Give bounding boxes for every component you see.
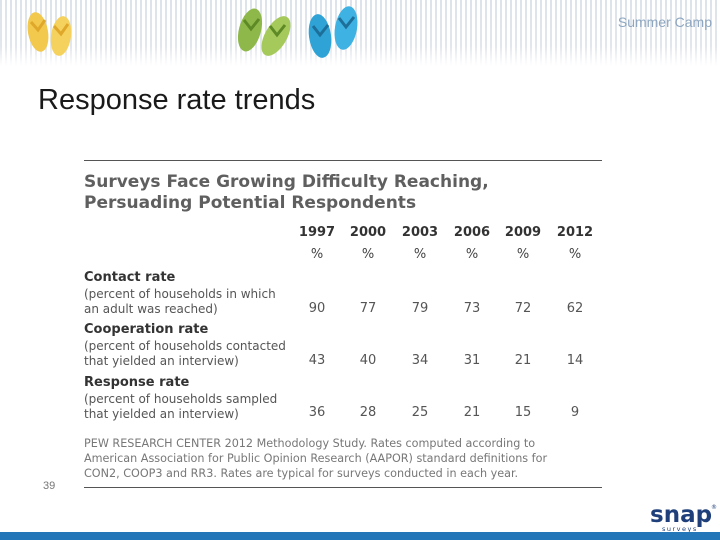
unit-label: % — [361, 247, 375, 262]
row-desc-line: that yielded an interview) — [84, 354, 239, 368]
table-cell: 34 — [411, 353, 429, 368]
table-cell: 21 — [463, 405, 481, 420]
table-cell: 62 — [566, 301, 584, 316]
figure-title-line1: Surveys Face Growing Difficulty Reaching… — [84, 172, 489, 192]
table-cell: 79 — [411, 301, 429, 316]
source-note: PEW RESEARCH CENTER 2012 Methodology Stu… — [84, 436, 602, 481]
row-label-response-rate: Response rate — [84, 375, 190, 390]
table-cell: 43 — [308, 353, 326, 368]
table-cell: 31 — [463, 353, 481, 368]
yellow-flipflops-icon — [27, 12, 72, 56]
table-cell: 25 — [411, 405, 429, 420]
unit-label: % — [413, 247, 427, 262]
table-cell: 9 — [570, 405, 580, 420]
row-desc-line: (percent of households contacted — [84, 339, 286, 353]
table-cell: 14 — [566, 353, 584, 368]
header-label: Summer Camp — [617, 14, 712, 30]
survey-table-figure: Surveys Face Growing Difficulty Reaching… — [84, 160, 602, 490]
row-desc-line: that yielded an interview) — [84, 407, 239, 421]
row-desc-line: (percent of households in which — [84, 287, 276, 301]
table-cell: 15 — [514, 405, 532, 420]
row-desc-contact-rate: (percent of households in which an adult… — [84, 287, 294, 317]
top-rule — [84, 160, 602, 161]
year-header: 2009 — [504, 225, 542, 240]
logo-sub: surveys — [662, 525, 698, 532]
year-header: 2006 — [453, 225, 491, 240]
figure-title: Surveys Face Growing Difficulty Reaching… — [84, 172, 489, 214]
row-label-contact-rate: Contact rate — [84, 270, 176, 285]
snap-surveys-logo: snap ® surveys — [650, 502, 717, 532]
footer-bar — [0, 532, 720, 540]
blue-flipflops-icon — [308, 6, 358, 58]
year-header: 2000 — [349, 225, 387, 240]
table-cell: 72 — [514, 301, 532, 316]
row-desc-cooperation-rate: (percent of households contacted that yi… — [84, 339, 294, 369]
source-line: American Association for Public Opinion … — [84, 452, 548, 465]
header-fade — [0, 0, 720, 66]
unit-label: % — [465, 247, 479, 262]
source-line: CON2, COOP3 and RR3. Rates are typical f… — [84, 467, 519, 480]
row-desc-line: an adult was reached) — [84, 302, 218, 316]
source-line: PEW RESEARCH CENTER 2012 Methodology Stu… — [84, 437, 536, 450]
table-cell: 90 — [308, 301, 326, 316]
unit-label: % — [516, 247, 530, 262]
unit-label: % — [310, 247, 324, 262]
table-cell: 73 — [463, 301, 481, 316]
unit-label: % — [568, 247, 582, 262]
logo-text: snap — [650, 502, 712, 528]
row-desc-response-rate: (percent of households sampled that yiel… — [84, 392, 294, 422]
table-cell: 77 — [359, 301, 377, 316]
green-flipflops-icon — [237, 8, 291, 56]
figure-title-line2: Persuading Potential Respondents — [84, 193, 417, 213]
table-cell: 28 — [359, 405, 377, 420]
year-header: 2003 — [401, 225, 439, 240]
year-header: 2012 — [556, 225, 594, 240]
table-cell: 40 — [359, 353, 377, 368]
row-desc-line: (percent of households sampled — [84, 392, 278, 406]
logo-mark: ® — [711, 504, 717, 511]
page-number: 39 — [43, 480, 56, 492]
bottom-rule — [84, 487, 602, 488]
table-cell: 21 — [514, 353, 532, 368]
table-cell: 36 — [308, 405, 326, 420]
year-header: 1997 — [298, 225, 336, 240]
row-label-cooperation-rate: Cooperation rate — [84, 322, 209, 337]
page-title: Response rate trends — [38, 84, 316, 116]
